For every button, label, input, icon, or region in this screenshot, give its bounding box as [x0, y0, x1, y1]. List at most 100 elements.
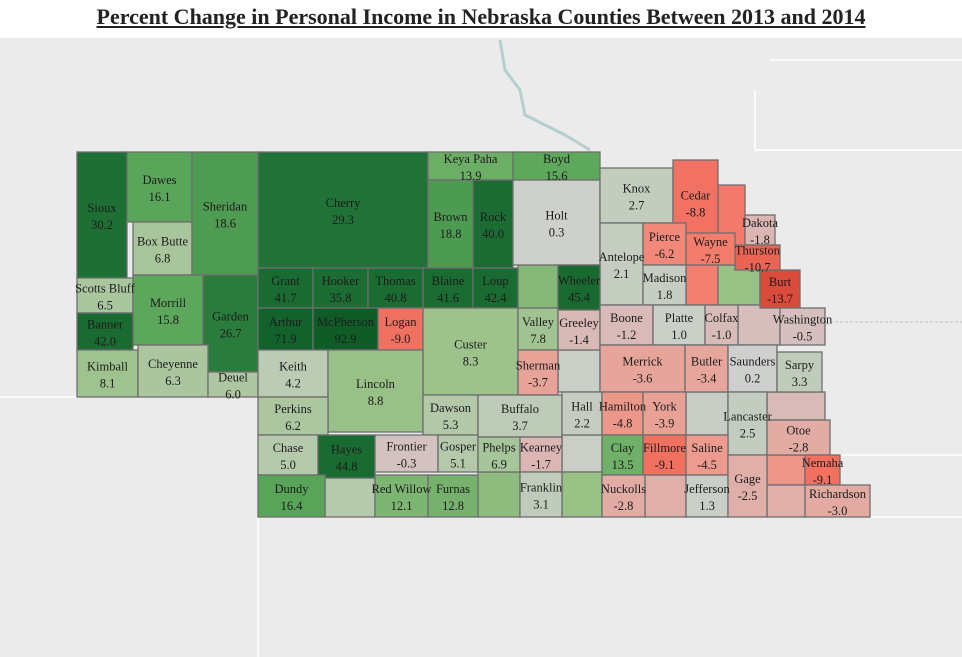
county-name-label: Saunders — [730, 355, 776, 369]
county-thurston[interactable] — [734, 244, 781, 271]
county-keith[interactable] — [257, 349, 329, 398]
county-perkins[interactable] — [257, 396, 329, 436]
county-value-label: 3.3 — [792, 375, 808, 389]
county-banner[interactable] — [76, 312, 134, 351]
county-name-label: Keya Paha — [444, 152, 498, 166]
howard-county[interactable] — [557, 349, 601, 393]
county-cheyenne[interactable] — [137, 344, 209, 398]
county-madison[interactable] — [642, 264, 687, 306]
county-valley[interactable] — [517, 307, 559, 351]
county-name-label: Cedar — [681, 189, 712, 203]
cass-county[interactable] — [766, 391, 826, 421]
harlan-county[interactable] — [477, 471, 521, 518]
county-name-label: McPherson — [317, 315, 375, 329]
county-morrill[interactable] — [132, 274, 204, 346]
county-name-label: Fillmore — [643, 441, 687, 455]
county-butler[interactable] — [684, 344, 729, 393]
county-name-label: Box Butte — [137, 235, 188, 249]
county-name-label: Richardson — [809, 487, 867, 501]
county-loup[interactable] — [472, 267, 519, 309]
county-name-label: Dawes — [142, 173, 176, 187]
county-value-label: 15.8 — [157, 313, 179, 327]
johnson-county[interactable] — [766, 454, 806, 486]
county-knox[interactable] — [599, 167, 674, 224]
county-boyd[interactable] — [512, 151, 601, 181]
county-arthur[interactable] — [257, 307, 314, 351]
county-value-label: 3.1 — [533, 498, 549, 512]
county-box-butte[interactable] — [132, 221, 193, 276]
county-hamilton[interactable] — [601, 391, 644, 436]
county-platte[interactable] — [652, 304, 706, 346]
county-holt[interactable] — [512, 179, 601, 266]
county-dawes[interactable] — [126, 151, 193, 223]
county-keya-paha[interactable] — [427, 151, 514, 181]
county-sarpy[interactable] — [776, 351, 823, 393]
county-greeley[interactable] — [557, 309, 601, 351]
thayer-county[interactable] — [644, 474, 687, 518]
county-chase[interactable] — [257, 434, 319, 476]
county-custer[interactable] — [422, 307, 519, 396]
county-value-label: -9.0 — [391, 332, 411, 346]
stanton-county[interactable] — [685, 264, 719, 306]
county-value-label: 0.3 — [549, 226, 565, 240]
county-wheeler[interactable] — [557, 264, 601, 311]
county-merrick[interactable] — [599, 344, 686, 393]
county-dundy[interactable] — [257, 474, 326, 518]
hitchcock-county[interactable] — [324, 477, 376, 518]
county-lancaster[interactable] — [727, 391, 768, 456]
county-phelps[interactable] — [477, 436, 521, 473]
county-name-label: Dawson — [430, 401, 472, 415]
county-sheridan[interactable] — [191, 151, 259, 276]
county-grant[interactable] — [257, 267, 314, 309]
county-nuckolls[interactable] — [601, 474, 646, 518]
county-value-label: 5.0 — [280, 458, 296, 472]
county-name-label: Red Willow — [371, 482, 431, 496]
county-value-label: 8.3 — [463, 355, 479, 369]
county-frontier[interactable] — [374, 434, 439, 473]
county-hall[interactable] — [561, 391, 603, 436]
county-rock[interactable] — [472, 179, 514, 269]
county-gage[interactable] — [727, 454, 768, 518]
county-value-label: -3.0 — [828, 504, 848, 518]
county-value-label: 6.9 — [491, 458, 507, 472]
county-value-label: 40.8 — [385, 291, 407, 305]
county-name-label: Lincoln — [356, 377, 396, 391]
county-colfax[interactable] — [704, 304, 739, 346]
county-sioux[interactable] — [76, 151, 128, 279]
county-furnas[interactable] — [427, 474, 479, 518]
county-name-label: Antelope — [599, 250, 645, 264]
county-richardson[interactable] — [804, 484, 871, 518]
county-saunders[interactable] — [727, 344, 778, 393]
county-name-label: Jefferson — [684, 482, 730, 496]
county-burt[interactable] — [759, 269, 801, 309]
county-york[interactable] — [642, 391, 687, 436]
pawnee-county[interactable] — [766, 484, 806, 518]
county-cherry[interactable] — [257, 151, 429, 269]
seward-county[interactable] — [685, 391, 729, 436]
county-value-label: -9.1 — [813, 473, 833, 487]
county-antelope[interactable] — [599, 222, 644, 306]
county-dawson[interactable] — [422, 394, 479, 436]
county-kearney[interactable] — [519, 436, 563, 473]
county-franklin[interactable] — [519, 471, 563, 518]
county-fillmore[interactable] — [642, 434, 687, 476]
county-buffalo[interactable] — [477, 394, 563, 438]
county-wayne[interactable] — [685, 232, 736, 266]
county-brown[interactable] — [427, 179, 474, 269]
garfield-county[interactable] — [517, 264, 559, 309]
county-nemaha[interactable] — [804, 454, 841, 486]
choropleth-map[interactable]: Sioux 30.2 Dawes 16.1 Box Butte 6.8 Sheridan 18… — [0, 38, 962, 657]
county-saline[interactable] — [685, 434, 729, 476]
county-lincoln[interactable] — [327, 349, 424, 433]
county-scotts-bluff[interactable] — [76, 277, 134, 314]
county-name-label: Custer — [454, 338, 487, 352]
county-garden[interactable] — [202, 274, 259, 373]
county-washington[interactable] — [779, 307, 826, 346]
adams-county[interactable] — [561, 434, 603, 473]
county-value-label: 2.1 — [614, 267, 630, 281]
county-value-label: 12.1 — [391, 499, 413, 513]
county-deuel[interactable] — [207, 371, 259, 398]
county-dakota[interactable] — [744, 214, 776, 246]
county-otoe[interactable] — [766, 419, 831, 456]
webster-county[interactable] — [561, 471, 603, 518]
